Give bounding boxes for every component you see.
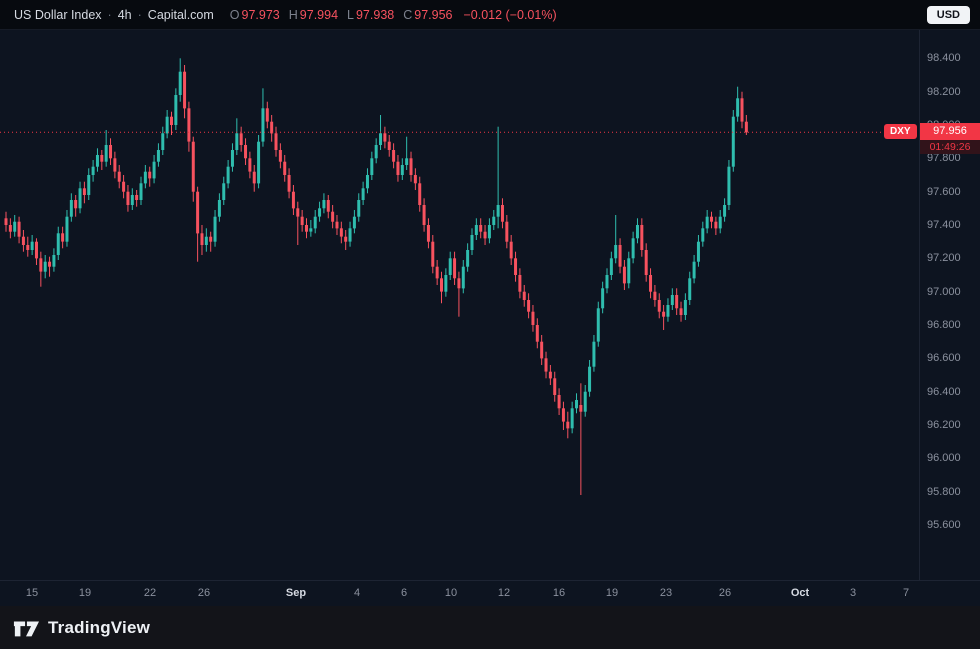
currency-usd-button[interactable]: USD xyxy=(926,5,970,24)
interval-label[interactable]: 4h xyxy=(117,7,132,22)
time-tick-label: 26 xyxy=(718,587,732,599)
price-tick-label: 96.400 xyxy=(927,386,961,398)
time-tick-label: Sep xyxy=(285,587,307,599)
price-tick-label: 96.600 xyxy=(927,352,961,364)
tradingview-logo-icon xyxy=(13,621,39,636)
price-tick-label: 98.200 xyxy=(927,86,961,98)
price-tick-label: 97.200 xyxy=(927,252,961,264)
time-tick-label: 16 xyxy=(552,587,566,599)
time-tick-label: 23 xyxy=(659,587,673,599)
time-tick-label: 26 xyxy=(197,587,211,599)
low-label: L xyxy=(347,7,354,22)
close-value: 97.956 xyxy=(414,7,453,22)
last-price-tag: 97.956 xyxy=(920,123,980,140)
time-tick-label: Oct xyxy=(790,587,810,599)
low-value: 97.938 xyxy=(355,7,395,22)
high-value: 97.994 xyxy=(299,7,339,22)
separator-dot: · xyxy=(107,7,112,22)
price-tick-label: 96.200 xyxy=(927,419,961,431)
tradingview-logo-text: TradingView xyxy=(48,617,151,637)
time-tick-label: 4 xyxy=(353,587,361,599)
time-tick-label: 19 xyxy=(605,587,619,599)
time-tick-label: 3 xyxy=(849,587,857,599)
time-tick-label: 10 xyxy=(444,587,458,599)
time-axis[interactable]: 15 19 22 26 Sep 4 6 10 12 16 19 23 26 Oct 3 7 xyxy=(0,580,980,606)
time-tick-label: 15 xyxy=(25,587,39,599)
price-tick-label: 95.800 xyxy=(927,486,961,498)
price-tick-label: 97.600 xyxy=(927,186,961,198)
chart-header: US Dollar Index · 4h · Capital.com O 97.9… xyxy=(0,0,980,30)
open-value: 97.973 xyxy=(241,7,280,22)
high-label: H xyxy=(288,7,298,22)
time-tick-label: 19 xyxy=(78,587,92,599)
price-tick-label: 98.400 xyxy=(927,52,961,64)
symbol-price-line-tag: DXY xyxy=(884,124,917,139)
bar-countdown: 01:49:26 xyxy=(920,140,980,154)
price-tick-label: 96.800 xyxy=(927,319,961,331)
price-tick-label: 97.800 xyxy=(927,152,961,164)
tradingview-logo[interactable]: TradingView xyxy=(12,615,150,641)
open-label: O xyxy=(229,7,240,22)
candlestick-chart[interactable]: DXY xyxy=(0,30,919,599)
time-tick-label: 22 xyxy=(143,587,157,599)
symbol-title[interactable]: US Dollar Index xyxy=(14,7,102,22)
close-label: C xyxy=(403,7,413,22)
footer-bar: TradingView xyxy=(0,606,980,649)
candles-canvas[interactable] xyxy=(0,30,919,580)
exchange-label[interactable]: Capital.com xyxy=(147,7,214,22)
price-tick-label: 97.400 xyxy=(927,219,961,231)
time-tick-label: 6 xyxy=(400,587,408,599)
separator-dot: · xyxy=(137,7,142,22)
price-tick-label: 97.000 xyxy=(927,286,961,298)
change-value: −0.012 (−0.01%) xyxy=(463,7,557,22)
time-tick-label: 12 xyxy=(497,587,511,599)
time-tick-label: 7 xyxy=(902,587,910,599)
price-axis[interactable]: 98.40098.20098.00097.80097.60097.40097.2… xyxy=(919,30,980,580)
price-tick-label: 95.600 xyxy=(927,519,961,531)
ohlc-readout: O 97.973 H 97.994 L 97.938 C 97.956 −0.012 (… xyxy=(230,8,557,22)
price-tick-label: 96.000 xyxy=(927,452,961,464)
